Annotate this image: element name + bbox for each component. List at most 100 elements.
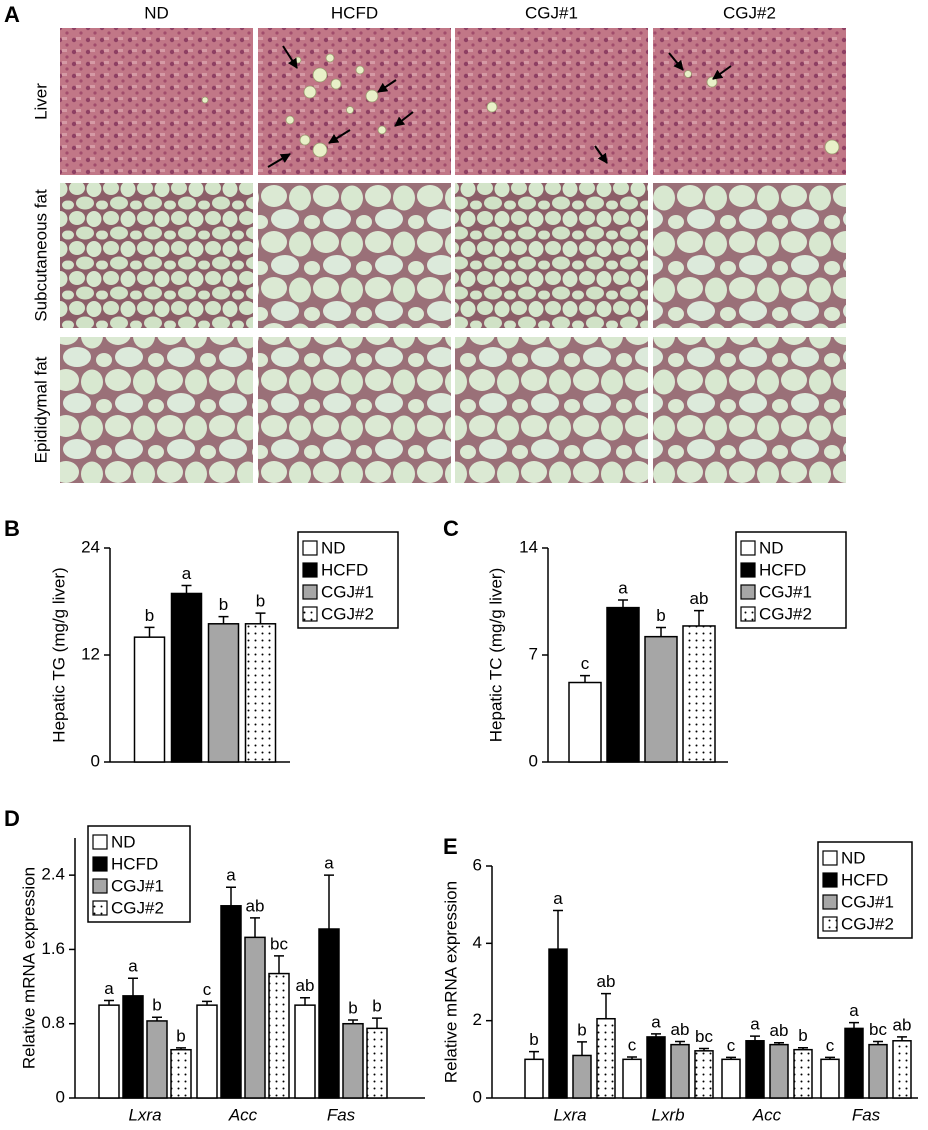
legend-label: ND bbox=[759, 538, 784, 557]
legend-label: HCFD bbox=[111, 854, 158, 873]
error-bar bbox=[750, 1035, 760, 1041]
column-label: HCFD bbox=[331, 3, 378, 22]
bar bbox=[694, 1050, 714, 1099]
bar bbox=[682, 625, 716, 763]
micrograph bbox=[258, 337, 451, 483]
error-bar bbox=[580, 674, 590, 683]
panel-label: D bbox=[4, 806, 20, 831]
significance-letter: ab bbox=[770, 1021, 789, 1040]
significance-letter: b bbox=[798, 1026, 807, 1045]
legend-label: CGJ#1 bbox=[841, 892, 894, 911]
significance-letter: a bbox=[553, 889, 563, 908]
error-bar bbox=[202, 1000, 212, 1006]
bar bbox=[98, 1004, 120, 1099]
bar bbox=[244, 623, 277, 763]
significance-letter: b bbox=[577, 1020, 586, 1039]
legend-swatch bbox=[302, 562, 318, 578]
bar bbox=[568, 681, 602, 763]
significance-letter: c bbox=[581, 654, 590, 673]
x-tick-label: Lxrb bbox=[651, 1105, 684, 1124]
significance-letter: b bbox=[529, 1030, 538, 1049]
micrograph-grid bbox=[60, 28, 846, 483]
error-bar bbox=[627, 1056, 637, 1060]
legend-label: HCFD bbox=[759, 560, 806, 579]
row-label: Epididymal fat bbox=[31, 356, 50, 463]
error-bar bbox=[274, 955, 284, 974]
bar bbox=[133, 636, 166, 763]
legend-label: HCFD bbox=[321, 560, 368, 579]
x-tick-label: Acc bbox=[752, 1105, 782, 1124]
y-axis-label: Hepatic TC (mg/g liver) bbox=[486, 568, 505, 742]
legend-swatch bbox=[302, 584, 318, 600]
legend-label: CGJ#1 bbox=[111, 876, 164, 895]
bar bbox=[622, 1058, 642, 1099]
error-bar bbox=[255, 612, 266, 624]
micrograph bbox=[60, 28, 253, 175]
micrograph bbox=[653, 183, 846, 328]
bar bbox=[122, 995, 144, 1099]
significance-letter: a bbox=[651, 1012, 661, 1031]
legend-swatch bbox=[302, 540, 318, 556]
significance-letter: a bbox=[750, 1015, 760, 1034]
significance-letter: b bbox=[256, 592, 265, 611]
significance-letter: a bbox=[618, 578, 628, 597]
error-bar bbox=[618, 599, 628, 608]
legend-swatch bbox=[740, 540, 756, 556]
bar bbox=[524, 1058, 544, 1099]
error-bar bbox=[798, 1046, 808, 1050]
error-bar bbox=[694, 609, 704, 626]
significance-letter: ab bbox=[246, 896, 265, 915]
significance-letter: b bbox=[656, 606, 665, 625]
legend-swatch bbox=[822, 872, 838, 888]
error-bar bbox=[873, 1040, 883, 1045]
bar bbox=[196, 1004, 218, 1099]
legend-swatch bbox=[822, 916, 838, 932]
legend-swatch bbox=[740, 562, 756, 578]
y-axis-label: Hepatic TG (mg/g liver) bbox=[49, 567, 68, 742]
significance-letter: a bbox=[226, 866, 236, 885]
y-tick-label: 0 bbox=[56, 1087, 65, 1106]
y-tick-label: 7 bbox=[529, 644, 538, 663]
y-tick-label: 24 bbox=[81, 537, 100, 556]
bar bbox=[366, 1027, 388, 1099]
error-bar bbox=[218, 615, 229, 624]
significance-letter: c bbox=[628, 1035, 637, 1054]
bar bbox=[868, 1043, 888, 1099]
legend-swatch bbox=[740, 584, 756, 600]
error-bar bbox=[226, 886, 236, 906]
panel-label: C bbox=[443, 516, 459, 541]
legend-swatch bbox=[740, 606, 756, 622]
legend-swatch bbox=[302, 606, 318, 622]
legend-label: ND bbox=[321, 538, 346, 557]
significance-letter: b bbox=[145, 606, 154, 625]
y-tick-label: 0.8 bbox=[41, 1013, 65, 1032]
x-tick-label: Acc bbox=[228, 1105, 258, 1124]
legend-label: CGJ#2 bbox=[759, 604, 812, 623]
error-bar bbox=[774, 1041, 784, 1045]
y-tick-label: 0 bbox=[91, 751, 100, 770]
error-bar bbox=[726, 1056, 736, 1060]
error-bar bbox=[699, 1047, 709, 1051]
bar bbox=[268, 972, 290, 1099]
error-bar bbox=[104, 999, 114, 1006]
hcfd-lipid-droplets bbox=[201, 53, 840, 158]
bar bbox=[146, 1020, 168, 1099]
significance-letter: b bbox=[348, 998, 357, 1017]
arrows bbox=[267, 45, 732, 168]
y-tick-label: 4 bbox=[473, 933, 482, 952]
bar bbox=[170, 1048, 192, 1099]
error-bar bbox=[128, 977, 138, 996]
error-bar bbox=[176, 1047, 186, 1050]
error-bar bbox=[324, 874, 334, 929]
y-tick-label: 14 bbox=[519, 537, 538, 556]
x-tick-label: Lxra bbox=[553, 1105, 586, 1124]
error-bar bbox=[250, 917, 260, 938]
panel-label: E bbox=[443, 834, 458, 859]
error-bar bbox=[152, 1016, 162, 1021]
micrograph bbox=[258, 28, 451, 175]
x-tick-label: Lxra bbox=[128, 1105, 161, 1124]
legend-label: CGJ#2 bbox=[841, 914, 894, 933]
y-tick-label: 0 bbox=[529, 751, 538, 770]
row-label: Liver bbox=[31, 83, 50, 120]
